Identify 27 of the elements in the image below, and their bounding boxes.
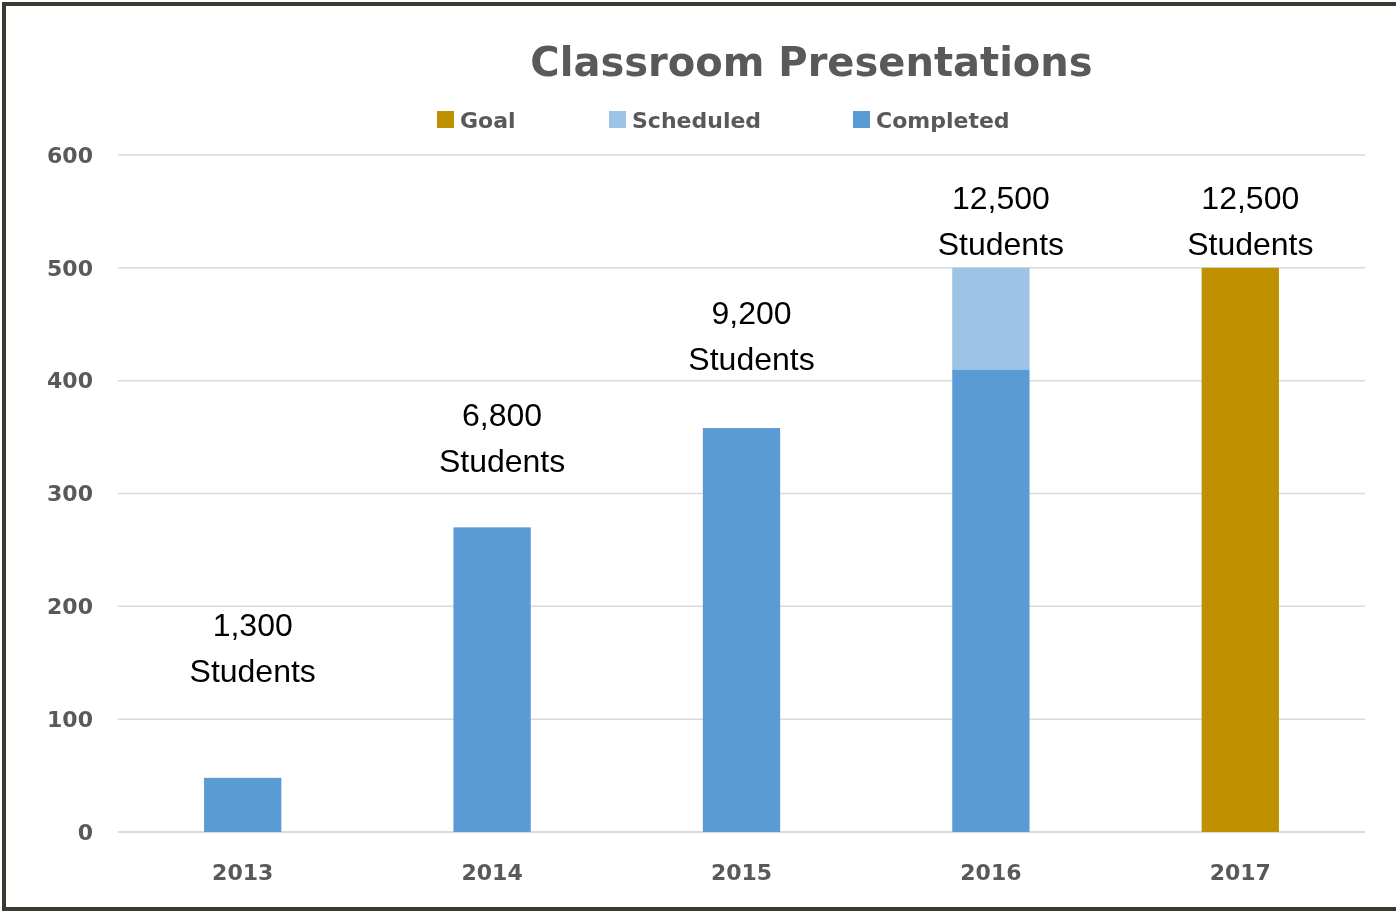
y-tick-label: 500 <box>47 255 93 281</box>
legend-label: Goal <box>460 107 516 133</box>
y-tick-label: 0 <box>77 819 93 845</box>
bar <box>952 369 1030 832</box>
x-tick-label: 2013 <box>212 860 274 885</box>
bar <box>453 527 531 832</box>
y-tick-label: 600 <box>47 142 93 168</box>
annotation: 9,200 Students <box>688 295 815 377</box>
legend-label: Scheduled <box>632 107 762 133</box>
x-tick-label: 2015 <box>710 860 773 885</box>
x-tick-label: 2017 <box>1209 860 1271 885</box>
x-tick-label: 2016 <box>960 860 1022 885</box>
legend-label: Completed <box>876 107 1010 133</box>
annotation: 6,800 Students <box>438 397 566 479</box>
y-tick-label: 400 <box>47 368 93 394</box>
chart-title: Classroom Presentations <box>530 39 1093 85</box>
bar <box>952 267 1030 370</box>
bar <box>1201 267 1279 832</box>
y-tick-label: 100 <box>47 706 93 732</box>
y-tick-label: 200 <box>47 594 93 620</box>
bar <box>702 428 781 832</box>
x-tick-label: 2014 <box>461 860 523 885</box>
bar <box>204 777 282 832</box>
annotation: 12,500 Students <box>1187 180 1314 262</box>
annotation: 12,500 Students <box>937 180 1065 262</box>
y-tick-label: 300 <box>47 481 93 507</box>
annotation: 1,300 Students <box>189 607 316 689</box>
